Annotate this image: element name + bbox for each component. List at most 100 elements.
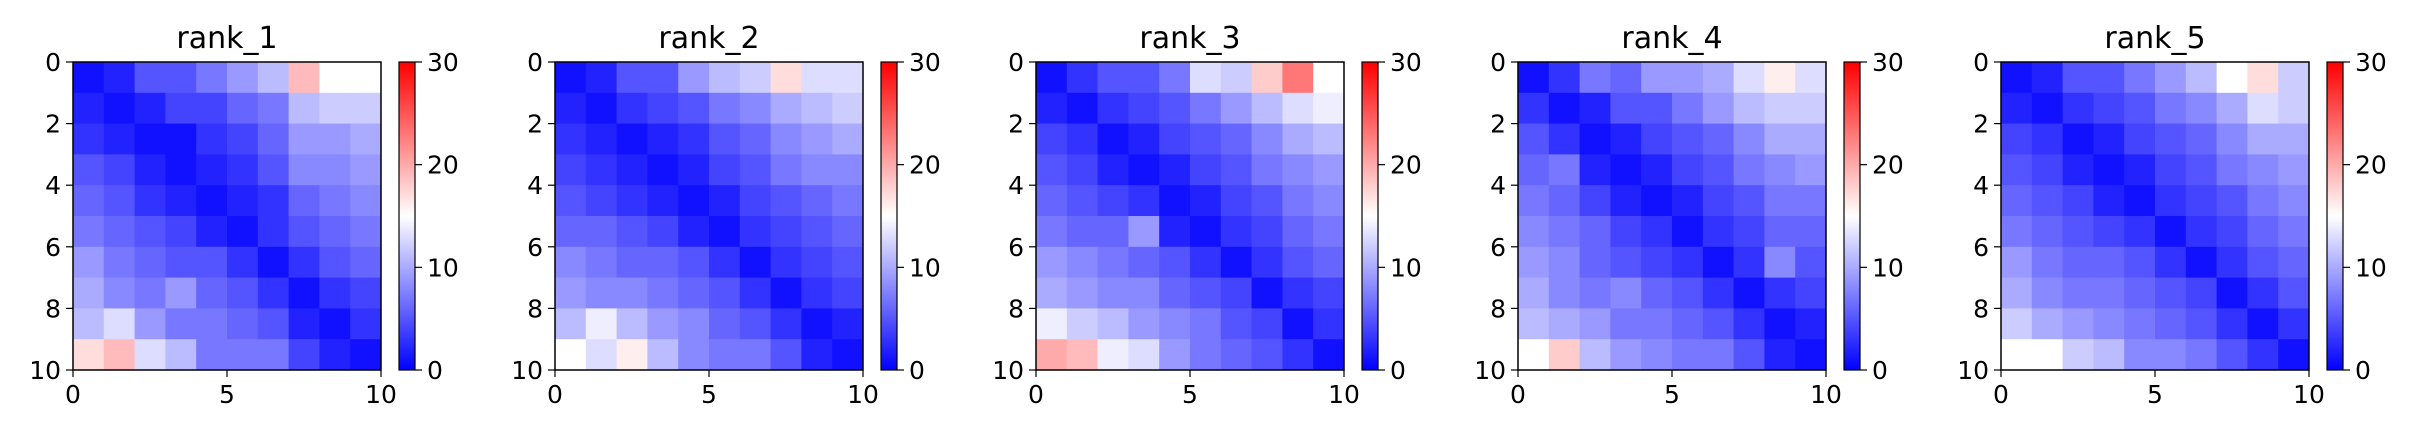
heatmap-cell: 1: [2216, 277, 2248, 309]
heatmap-cell: 1: [555, 62, 587, 94]
heatmap-cell: 2: [647, 123, 679, 155]
colorbar-tick-label: 10: [909, 253, 941, 282]
heatmap-cell: 2: [2062, 154, 2094, 186]
colorbar-tick-label: 0: [2355, 356, 2371, 385]
heatmap-cell: 16: [616, 339, 648, 371]
heatmap-cell: 11: [647, 339, 679, 371]
heatmap-cell: 13: [801, 62, 833, 94]
heatmap-cell: 7: [196, 62, 228, 94]
heatmap-cell: 6: [1066, 216, 1099, 248]
heatmap-cell: 1: [2185, 246, 2218, 279]
heatmap-cell: 15: [555, 339, 587, 371]
heatmap-cell: 6: [1702, 123, 1735, 155]
heatmap-cell: 20: [1036, 339, 1068, 371]
heatmap-cell: 8: [1066, 246, 1099, 279]
heatmap-cell: 10: [1764, 123, 1796, 155]
heatmap-cell: 2: [1190, 185, 1222, 217]
heatmap-cell: 4: [2124, 123, 2156, 155]
heatmap-cell: 13: [832, 62, 864, 94]
heatmap-cell: 4: [585, 185, 618, 217]
colorbar: 0 10 20 30: [2326, 48, 2387, 385]
heatmap-cell: 9: [555, 277, 587, 309]
y-tick-label: 8: [1008, 294, 1024, 323]
heatmap-cell: 8: [1282, 154, 1314, 186]
heatmap-cell: 3: [2062, 92, 2094, 125]
heatmap-cell: 2: [288, 308, 320, 340]
heatmap-cell: 3: [1066, 123, 1099, 155]
heatmap-cell: 11: [73, 308, 105, 340]
heatmap-cell: 5: [134, 216, 166, 248]
heatmap-cell: 2: [1610, 123, 1642, 155]
heatmap-cell: 7: [2001, 216, 2033, 248]
heatmap-cell: 7: [1579, 62, 1611, 94]
heatmap-cell: 1: [2155, 216, 2187, 248]
heatmap-cell: 5: [1518, 123, 1550, 155]
heatmap-cell: 12: [1066, 308, 1099, 340]
heatmap-cell: 4: [2155, 154, 2187, 186]
heatmap-cell: 5: [1128, 62, 1160, 94]
heatmap-cell: 4: [1251, 216, 1283, 248]
heatmap-cell: 1: [1610, 154, 1642, 186]
colorbar-tick-label: 20: [1390, 151, 1422, 180]
heatmap-cell: 4: [1313, 277, 1345, 309]
heatmap-cell: 7: [2062, 277, 2094, 309]
heatmap-cell: 1: [319, 308, 351, 340]
heatmap-cell: 6: [801, 185, 833, 217]
y-tick-label: 4: [527, 171, 543, 200]
y-tick-label: 8: [45, 294, 61, 323]
y-tick-label: 8: [1973, 294, 1989, 323]
heatmap-cell: 6: [2247, 216, 2279, 248]
heatmap-cell: 5: [1610, 92, 1642, 125]
heatmap-cell: 5: [1641, 92, 1673, 125]
heatmap-cell: 5: [801, 216, 833, 248]
heatmap-cell: 5: [1220, 154, 1253, 186]
heatmap-cell: 2: [196, 154, 228, 186]
heatmap-cell: 12: [1795, 92, 1827, 125]
heatmap-cell: 6: [1128, 246, 1160, 279]
heatmap-cell: 15: [2216, 62, 2248, 94]
heatmap-cell: 10: [1518, 277, 1550, 309]
heatmap-cell: 5: [739, 308, 772, 340]
heatmap-cell: 11: [555, 308, 587, 340]
heatmap-cell: 4: [1641, 123, 1673, 155]
y-tick-label: 2: [527, 110, 543, 139]
heatmap-cell: 6: [1220, 123, 1253, 155]
heatmap-cell: 7: [1548, 154, 1581, 186]
heatmap-cell: 7: [1251, 154, 1283, 186]
heatmap-cell: 5: [1251, 185, 1283, 217]
heatmap-cell: 2: [801, 339, 833, 371]
heatmap-cell: 6: [678, 277, 710, 309]
heatmap-cell: 3: [1702, 277, 1735, 309]
heatmap-cell: 9: [1128, 308, 1160, 340]
heatmap-cell: 4: [2031, 154, 2064, 186]
heatmap-cell: 7: [832, 185, 864, 217]
heatmap-cell: 3: [616, 92, 648, 125]
x-tick-label: 0: [547, 380, 563, 409]
heatmap-cell: 7: [1702, 339, 1735, 371]
heatmap-cell: 9: [801, 123, 833, 155]
heatmap-cell: 5: [73, 154, 105, 186]
heatmap-cell: 9: [1610, 339, 1642, 371]
colorbar-tick-label: 10: [1390, 253, 1422, 282]
panel-title: rank_5: [2104, 21, 2205, 56]
heatmap-cell: 8: [1159, 308, 1191, 340]
heatmap-cell: 3: [257, 277, 290, 309]
heatmap-cell: 7: [196, 339, 228, 371]
heatmap-cell: 4: [227, 123, 259, 155]
heatmap-cell: 2: [134, 92, 166, 125]
heatmap-cell: 2: [1672, 185, 1704, 217]
heatmap-cell: 13: [103, 308, 136, 340]
heatmap-cell: 13: [1128, 339, 1160, 371]
heatmap-cell: 9: [2062, 308, 2094, 340]
heatmap-cell: 5: [1733, 185, 1765, 217]
heatmap-cell: 15: [1313, 62, 1345, 94]
heatmap-cell: 7: [2278, 216, 2310, 248]
heatmap-cell: 11: [1518, 308, 1550, 340]
heatmap-cell: 3: [257, 216, 290, 248]
heatmap-cell: 13: [1733, 62, 1765, 94]
heatmap-cell: 3: [2216, 246, 2248, 279]
heatmap-cell: 7: [2247, 185, 2279, 217]
heatmap-cell: 8: [678, 339, 710, 371]
heatmap-cell: 4: [1579, 185, 1611, 217]
heatmap-cell: 9: [1220, 92, 1253, 125]
